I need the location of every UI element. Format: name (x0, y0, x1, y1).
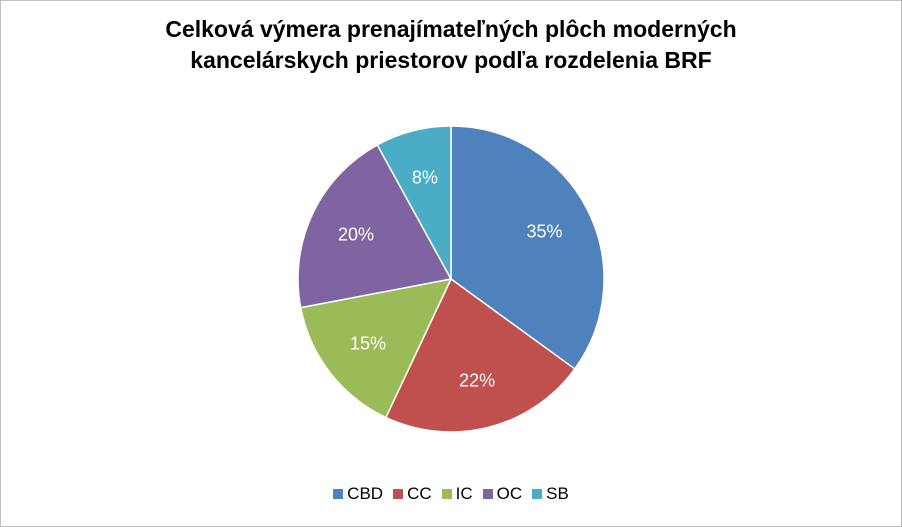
legend-item-oc: OC (482, 484, 523, 504)
data-label-oc: 20% (338, 224, 374, 244)
legend-label: OC (496, 484, 523, 503)
data-label-cc: 22% (459, 371, 495, 391)
legend-item-ic: IC (441, 484, 473, 504)
legend-swatch (482, 489, 493, 499)
pie-slice-ic (299, 278, 452, 419)
legend-label: IC (455, 484, 473, 503)
legend-swatch (393, 489, 404, 499)
chart-title-line-2: kancelárskych priestorov podľa rozdeleni… (190, 47, 712, 73)
pie-slice-sb (376, 125, 452, 280)
legend-item-cbd: CBD (333, 484, 383, 504)
chart-title: Celková výmera prenajímateľných plôch mo… (0, 14, 902, 76)
legend-swatch (441, 489, 452, 499)
legend-swatch (532, 489, 543, 499)
data-label-ic: 15% (350, 333, 386, 353)
chart-legend: CBD CC IC OC SB (0, 484, 902, 504)
data-label-cbd: 35% (527, 221, 563, 241)
legend-label: CC (407, 484, 432, 503)
pie-slice-cbd (450, 125, 605, 370)
legend-item-sb: SB (532, 484, 569, 504)
legend-swatch (333, 489, 344, 499)
legend-item-cc: CC (393, 484, 432, 504)
legend-label: SB (546, 484, 569, 503)
legend-label: CBD (347, 484, 384, 503)
chart-title-line-1: Celková výmera prenajímateľných plôch mo… (165, 16, 737, 42)
data-label-sb: 8% (412, 167, 438, 187)
pie-slice-oc (297, 144, 452, 309)
